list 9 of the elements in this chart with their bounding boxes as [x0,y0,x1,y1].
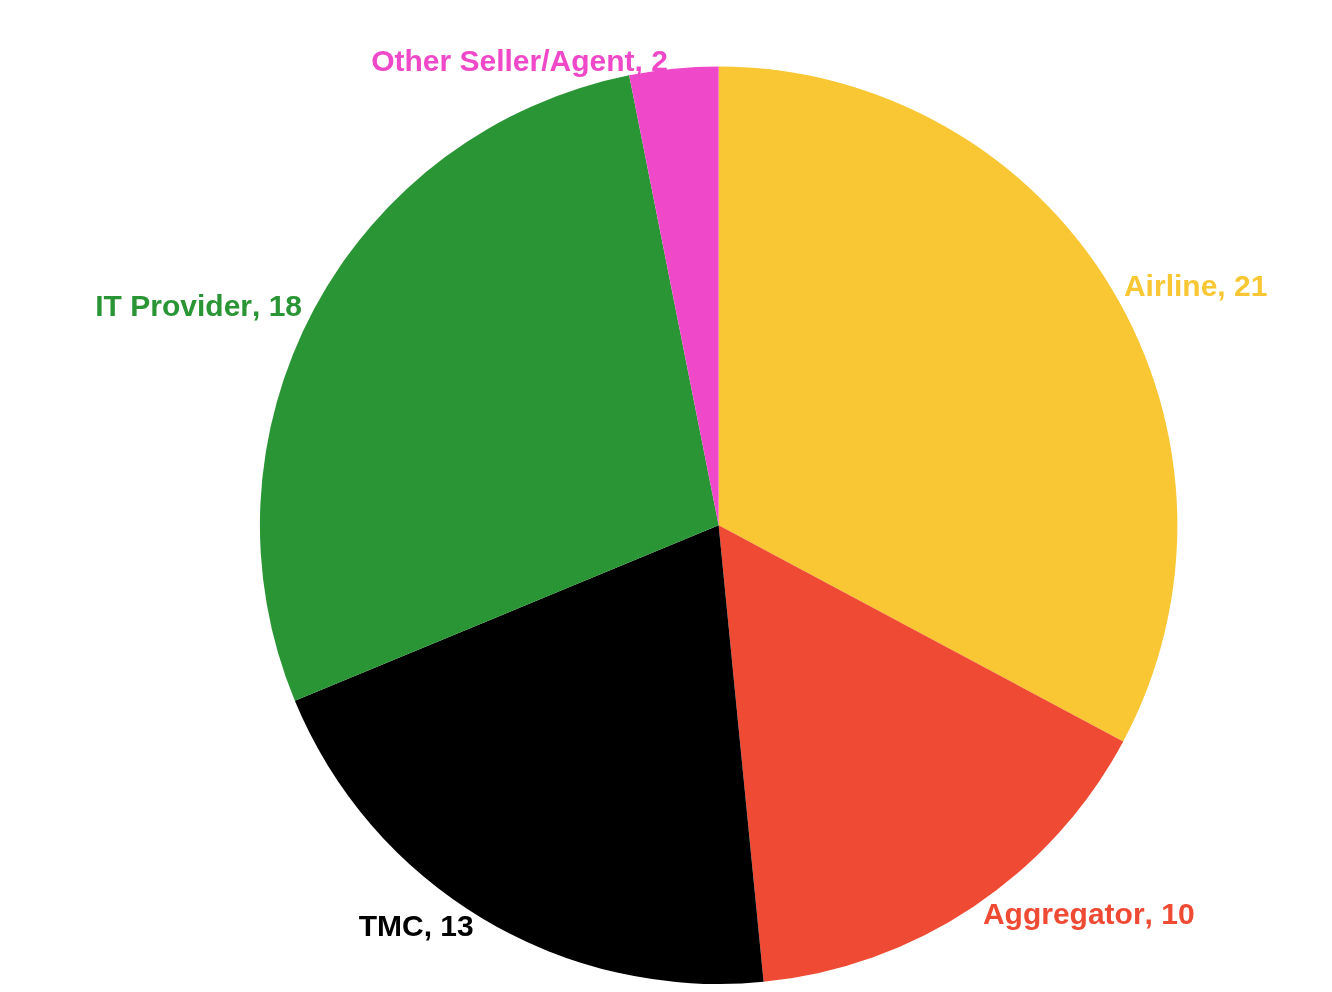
slice-label: Aggregator [982,896,1145,930]
slice-label: TMC [358,909,424,943]
slice-label: IT Provider [95,288,253,322]
data-label: , 13 [423,909,474,943]
slice-label: Airline [1123,268,1218,302]
data-label: , 10 [1144,896,1195,930]
slice-label: Other Seller/Agent [371,44,635,78]
data-label: , 18 [251,288,303,322]
data-label: , 21 [1217,268,1268,302]
